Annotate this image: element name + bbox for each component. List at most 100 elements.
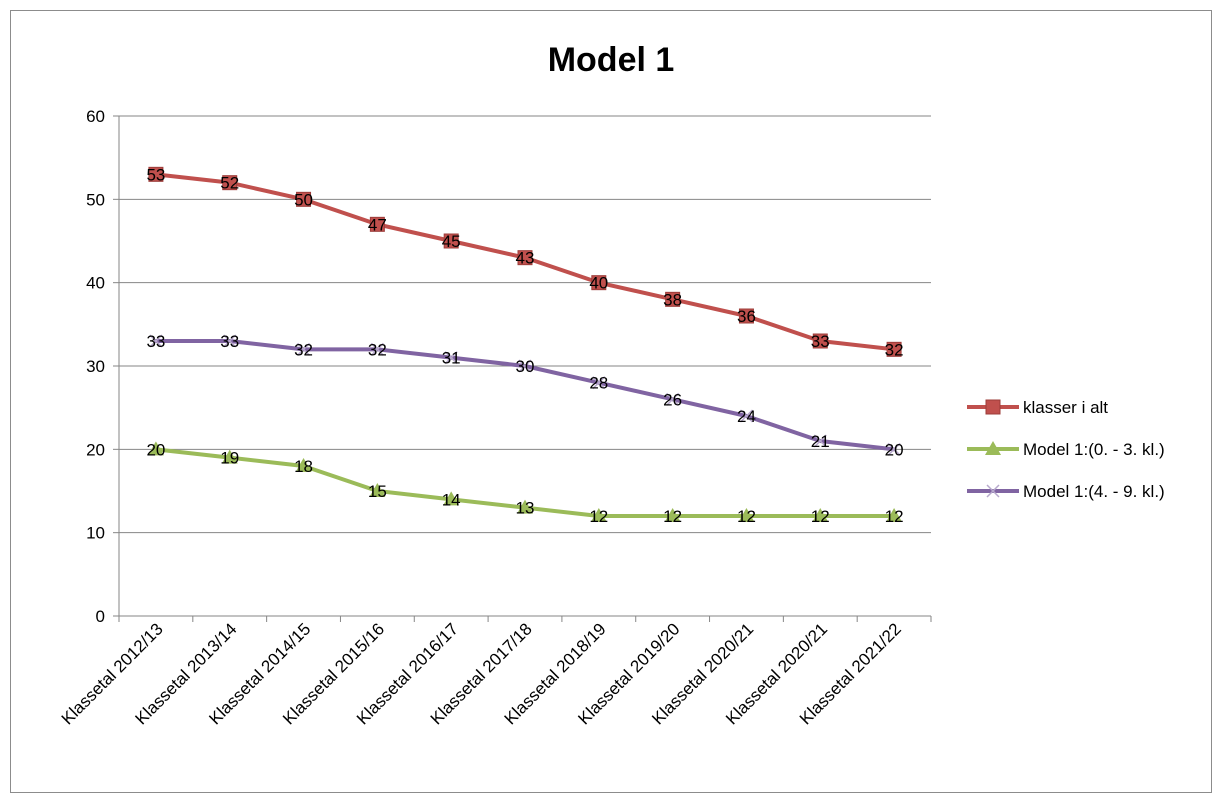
data-label: 52 xyxy=(220,174,239,193)
legend-label: klasser i alt xyxy=(1023,398,1108,417)
series-1-point xyxy=(665,291,681,307)
data-label: 38 xyxy=(663,290,682,309)
y-tick-label: 10 xyxy=(86,524,105,543)
data-label: 20 xyxy=(885,440,904,459)
data-label: 36 xyxy=(737,307,756,326)
data-label: 32 xyxy=(294,340,313,359)
series-3-point xyxy=(297,342,311,356)
series-3-point xyxy=(370,342,384,356)
data-label: 12 xyxy=(811,507,830,526)
marker-stroke xyxy=(666,392,680,406)
series-1-point xyxy=(738,308,754,324)
series-3-point xyxy=(444,351,458,365)
data-label: 24 xyxy=(737,407,756,426)
legend-swatch-marker xyxy=(985,441,1001,455)
data-label: 12 xyxy=(737,507,756,526)
series-1-point xyxy=(517,250,533,266)
data-label: 20 xyxy=(146,440,165,459)
series-3-point xyxy=(223,334,237,348)
marker-stroke xyxy=(518,359,532,373)
data-label: 40 xyxy=(589,274,608,293)
series-2-point xyxy=(812,508,829,522)
series-1-point xyxy=(591,275,607,291)
data-label: 21 xyxy=(811,432,830,451)
gridlines xyxy=(119,115,931,534)
series-lines xyxy=(147,166,903,522)
data-labels: 53 52 50 47 45 43 40 38 36 33 32 20 19 18 15 14 13 12 12 12… xyxy=(146,165,903,526)
y-tick-label: 40 xyxy=(86,274,105,293)
y-tick-label: 30 xyxy=(86,357,105,376)
y-tick-label: 50 xyxy=(86,190,105,209)
legend-label: Model 1:(0. - 3. kl.) xyxy=(1023,440,1165,459)
data-label: 53 xyxy=(146,165,165,184)
series-3-point xyxy=(149,334,163,348)
y-tick-label: 60 xyxy=(86,107,105,126)
data-label: 18 xyxy=(294,457,313,476)
chart-area: Model 1 0 10 20 30 40 50 60 Klassetal 2012/13 Kl… xyxy=(10,10,1212,793)
marker-stroke xyxy=(149,334,163,348)
data-label: 13 xyxy=(516,499,535,518)
series-1-point xyxy=(812,333,828,349)
data-label: 12 xyxy=(885,507,904,526)
series-1-point xyxy=(369,216,385,232)
data-label: 50 xyxy=(294,190,313,209)
series-1-point xyxy=(148,166,164,182)
series-2-point xyxy=(590,508,607,522)
data-label: 43 xyxy=(516,249,535,268)
legend-item: Model 1:(0. - 3. kl.) xyxy=(967,440,1165,459)
data-label: 33 xyxy=(220,332,239,351)
chart-title: Model 1 xyxy=(548,41,675,79)
y-tick-label: 20 xyxy=(86,440,105,459)
legend-item: Model 1:(4. - 9. kl.) xyxy=(967,482,1165,501)
marker-stroke xyxy=(370,342,384,356)
legend-label: Model 1:(4. - 9. kl.) xyxy=(1023,482,1165,501)
data-label: 28 xyxy=(589,374,608,393)
data-label: 26 xyxy=(663,390,682,409)
data-label: 30 xyxy=(516,357,535,376)
series-2-point xyxy=(886,508,903,522)
legend-swatch-marker xyxy=(986,484,1000,498)
data-label: 12 xyxy=(589,507,608,526)
marker-stroke xyxy=(986,484,1000,498)
data-label: 33 xyxy=(811,332,830,351)
series-2-point xyxy=(221,449,238,464)
marker-stroke xyxy=(813,434,827,448)
marker-stroke xyxy=(739,409,753,423)
series-3-point xyxy=(887,442,901,456)
series-3-point xyxy=(813,434,827,448)
series-2-point xyxy=(443,491,460,506)
series-2-point xyxy=(295,458,312,472)
marker-stroke xyxy=(887,442,901,456)
series-1-point xyxy=(443,233,459,249)
marker-stroke xyxy=(223,334,237,348)
data-label: 14 xyxy=(442,490,461,509)
series-2-point xyxy=(369,483,386,497)
series-2-point xyxy=(147,441,164,456)
series-3-point xyxy=(592,376,606,390)
series-3 xyxy=(149,334,901,456)
marker-stroke xyxy=(592,376,606,390)
series-1-point xyxy=(222,175,238,191)
data-label: 47 xyxy=(368,215,387,234)
series-2-point xyxy=(517,499,533,514)
series-2-point xyxy=(664,508,681,522)
marker-stroke xyxy=(297,342,311,356)
data-label: 45 xyxy=(442,232,461,251)
data-label: 12 xyxy=(663,507,682,526)
data-label: 32 xyxy=(885,340,904,359)
series-1 xyxy=(148,166,902,357)
marker-stroke xyxy=(444,351,458,365)
legend-swatch-marker xyxy=(985,399,1001,415)
legend-item: klasser i alt xyxy=(967,398,1108,417)
y-tick-label: 0 xyxy=(96,607,105,626)
series-3-point xyxy=(666,392,680,406)
series-1-point xyxy=(296,191,312,207)
data-label: 19 xyxy=(220,449,239,468)
series-2 xyxy=(147,441,903,522)
series-2-point xyxy=(738,508,755,522)
series-3-point xyxy=(739,409,753,423)
data-label: 32 xyxy=(368,340,387,359)
data-label: 15 xyxy=(368,482,387,501)
